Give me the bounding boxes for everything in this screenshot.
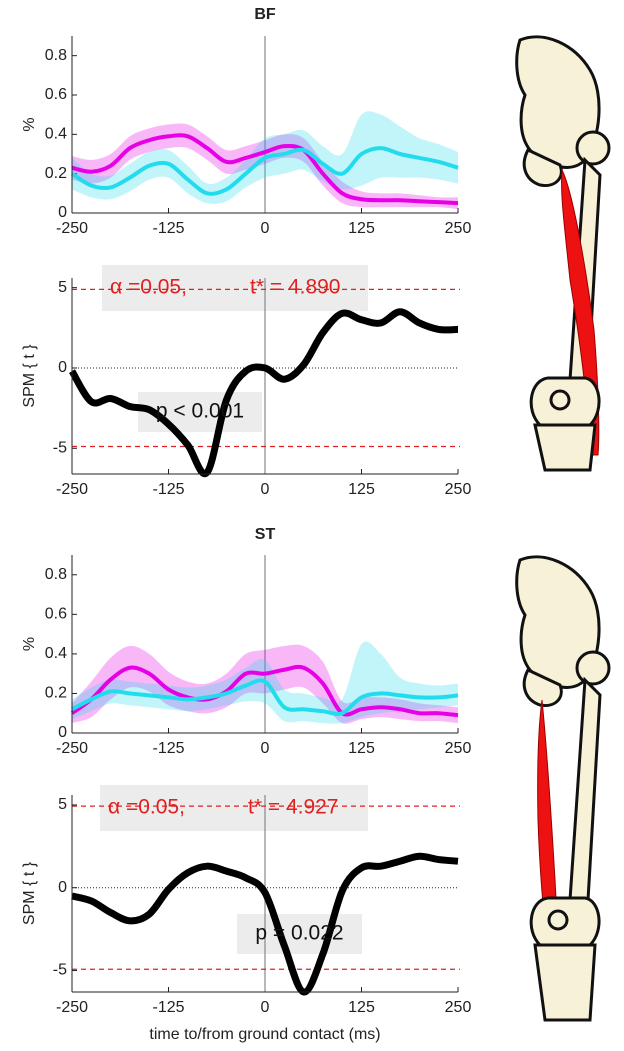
x-tick-label: 125 [348, 999, 375, 1016]
alpha-label: α =0.05, [110, 276, 187, 299]
x-tick-label: 125 [348, 740, 375, 757]
y-tick-label: -5 [53, 440, 67, 457]
y-tick-label: -5 [53, 962, 67, 979]
chart: SPM { t } time to/from ground contact (ms… [21, 785, 471, 1043]
p-value-label: p < 0.001 [156, 400, 244, 423]
anatomy-bf [517, 37, 609, 470]
y-axis-label: % [21, 637, 38, 651]
y-axis-label: SPM { t } [21, 861, 38, 925]
chart-title: ST [255, 526, 276, 543]
chart-title: BF [254, 6, 276, 23]
x-tick-label: 0 [261, 220, 270, 237]
x-tick-label: -125 [152, 999, 184, 1016]
chart: SPM { t } -5 0 5 -250 -125 0 125 250 α =0.05, t* =… [21, 265, 471, 498]
y-tick-label: 0.4 [45, 126, 67, 143]
anatomy-st [517, 557, 609, 1020]
x-tick-label: 0 [261, 740, 270, 757]
y-tick-label: 0.6 [45, 86, 67, 103]
y-tick-label: 0 [58, 879, 67, 896]
x-tick-label: -250 [56, 999, 88, 1016]
x-axis-label: time to/from ground contact (ms) [149, 1026, 380, 1043]
x-tick-label: 0 [261, 481, 270, 498]
y-tick-label: 5 [58, 796, 67, 813]
y-axis-label: % [21, 117, 38, 131]
y-tick-label: 0.6 [45, 606, 67, 623]
chart: BF% 0 0.2 0.4 0.6 0.8 -250 -125 0 125 250 [21, 6, 471, 237]
x-tick-label: 250 [445, 481, 472, 498]
x-tick-label: -125 [152, 740, 184, 757]
y-tick-label: 0.8 [45, 47, 67, 64]
y-tick-label: 0 [58, 204, 67, 221]
y-tick-label: 0 [58, 724, 67, 741]
p-value-label: p = 0.022 [255, 922, 343, 945]
y-tick-label: 0.4 [45, 645, 67, 662]
chart: ST% 0 0.2 0.4 0.6 0.8 -250 -125 0 125 250 [21, 526, 471, 757]
x-tick-label: -250 [56, 481, 88, 498]
x-tick-label: 125 [348, 481, 375, 498]
threshold-label: t* = 4.890 [250, 276, 341, 299]
x-tick-label: -250 [56, 740, 88, 757]
x-tick-label: -125 [152, 220, 184, 237]
x-tick-label: 125 [348, 220, 375, 237]
alpha-label: α =0.05, [108, 796, 185, 819]
y-tick-label: 0 [58, 359, 67, 376]
y-tick-label: 5 [58, 279, 67, 296]
y-axis-label: SPM { t } [21, 344, 38, 408]
x-tick-label: -125 [152, 481, 184, 498]
x-tick-label: 250 [445, 220, 472, 237]
x-tick-label: 250 [445, 740, 472, 757]
y-tick-label: 0.8 [45, 566, 67, 583]
x-tick-label: -250 [56, 220, 88, 237]
threshold-label: t* = 4.927 [248, 796, 339, 819]
figure: BF%00.20.40.60.8-250-1250125250SPM { t }… [0, 0, 624, 1051]
y-tick-label: 0.2 [45, 685, 67, 702]
x-tick-label: 0 [261, 999, 270, 1016]
y-tick-label: 0.2 [45, 165, 67, 182]
x-tick-label: 250 [445, 999, 472, 1016]
